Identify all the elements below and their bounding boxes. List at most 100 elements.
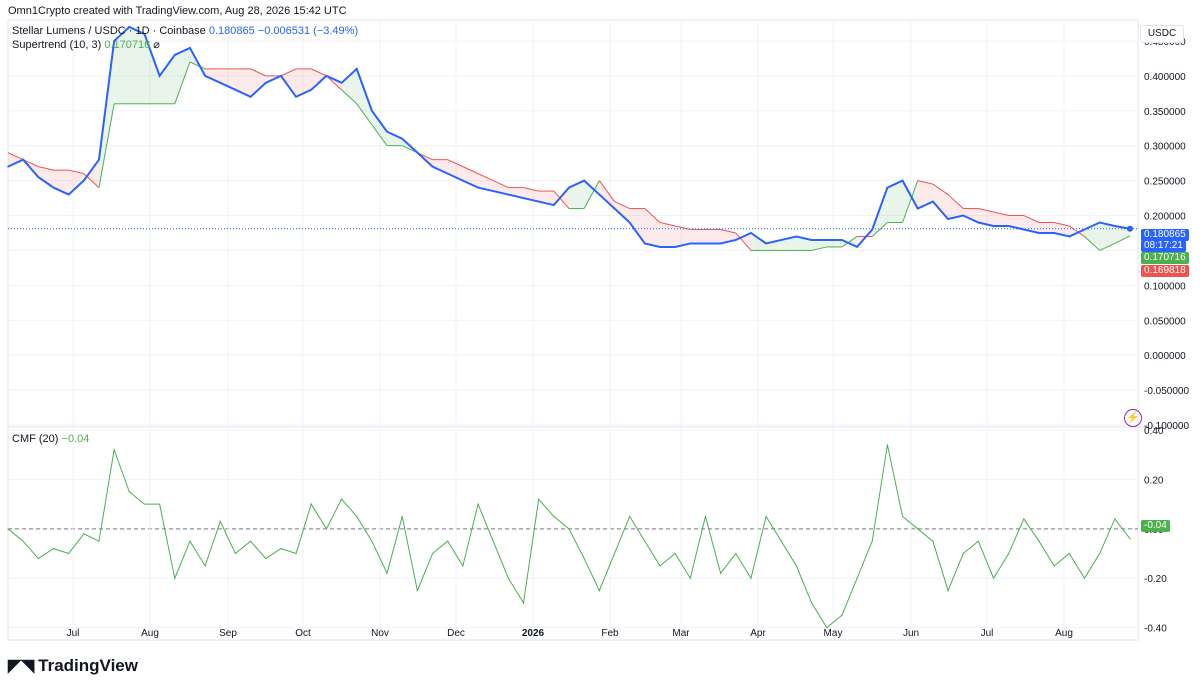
price-point <box>765 242 767 245</box>
price-point <box>780 239 783 241</box>
hidden-eye-icon[interactable]: ⌀ <box>153 39 160 51</box>
cmf-point <box>22 540 24 542</box>
cmf-point <box>431 552 434 555</box>
cmf-point <box>507 577 509 579</box>
supertrend-band <box>917 180 933 209</box>
price-point <box>719 242 722 245</box>
cmf-point <box>1099 552 1101 555</box>
price-point <box>734 239 737 241</box>
supertrend-band <box>1039 222 1055 233</box>
cmf-point <box>1008 552 1010 555</box>
supertrend-segment <box>98 103 115 188</box>
supertrend-segment <box>38 166 54 171</box>
supertrend-down-tag: 0.169818 <box>1141 265 1189 277</box>
cmf-point <box>795 565 798 567</box>
price-point <box>173 54 176 56</box>
supertrend-segment <box>614 201 630 209</box>
supertrend-band <box>614 201 630 223</box>
price-point <box>386 130 388 133</box>
price-point <box>856 246 858 248</box>
cmf-tag: -0.04 <box>1141 520 1170 532</box>
supertrend-band <box>83 159 99 188</box>
price-point <box>492 190 494 192</box>
cmf-point <box>52 547 55 550</box>
supertrend-segment <box>659 222 676 227</box>
price-point <box>962 214 965 217</box>
supertrend-segment <box>1099 242 1116 251</box>
price-point <box>1083 228 1086 231</box>
supertrend-band <box>159 54 175 104</box>
cmf-point <box>613 552 616 555</box>
price-point <box>310 89 313 91</box>
supertrend-legend[interactable]: Supertrend (10, 3) 0.170716 ⌀ <box>12 38 160 51</box>
price-point <box>522 197 525 199</box>
price-point <box>810 239 813 241</box>
supertrend-segment <box>917 180 934 185</box>
cmf-point <box>598 589 600 592</box>
price-point <box>431 165 434 168</box>
supertrend-segment <box>1069 225 1085 237</box>
price-point <box>583 179 585 182</box>
price-tick-label: 0.300000 <box>1144 142 1186 153</box>
supertrend-segment <box>326 75 342 91</box>
supertrend-segment <box>1084 236 1101 251</box>
supertrend-band <box>129 26 145 104</box>
price-point <box>83 179 85 182</box>
cmf-label: CMF (20) <box>12 433 59 445</box>
price-point <box>947 218 949 220</box>
time-tick-label: 2026 <box>522 628 545 639</box>
price-point <box>977 221 980 224</box>
supertrend-band <box>993 212 1009 226</box>
cmf-point <box>265 557 267 560</box>
supertrend-band <box>189 47 206 76</box>
price-point <box>37 176 40 178</box>
cmf-series <box>7 444 1131 629</box>
supertrend-label: Supertrend (10, 3) <box>12 39 102 51</box>
price-point <box>1038 232 1040 234</box>
cmf-point <box>204 565 206 567</box>
cmf-point <box>356 515 358 518</box>
tradingview-logo[interactable]: ◤◥ TradingView <box>8 656 138 676</box>
supertrend-band <box>644 208 660 247</box>
price-point <box>507 193 510 196</box>
supertrend-band <box>8 152 24 167</box>
price-tick-label: 0.000000 <box>1144 351 1186 362</box>
price-tick-label: 0.200000 <box>1144 212 1186 223</box>
cmf-point <box>371 540 373 542</box>
cmf-point <box>765 515 767 518</box>
price-point <box>249 96 252 98</box>
supertrend-band <box>387 131 403 146</box>
price-point <box>295 96 297 98</box>
cmf-point <box>249 540 252 542</box>
supertrend-band <box>599 180 615 209</box>
cmf-point <box>826 627 828 629</box>
currency-selector[interactable]: USDC <box>1140 25 1184 43</box>
supertrend-band <box>144 33 160 104</box>
cmf-legend[interactable]: CMF (20) −0.04 <box>12 433 89 445</box>
price-point <box>613 207 616 210</box>
supertrend-up-tag: 0.170716 <box>1141 252 1189 264</box>
time-tick-label: Mar <box>672 628 690 639</box>
price-tick-label: -0.050000 <box>1144 386 1189 397</box>
supertrend-band <box>68 170 84 195</box>
symbol-legend[interactable]: Stellar Lumens / USDC · 1D · Coinbase 0.… <box>12 25 358 37</box>
cmf-point <box>174 577 176 579</box>
price-point <box>264 82 267 84</box>
price-tag: 0.180865 <box>1141 229 1189 241</box>
cmf-point <box>219 520 221 523</box>
cmf-point <box>462 565 464 567</box>
lightning-icon[interactable]: ⚡ <box>1124 409 1142 427</box>
cmf-point <box>7 528 9 530</box>
cmf-point <box>492 540 494 542</box>
supertrend-band <box>659 222 676 247</box>
price-point <box>52 186 55 189</box>
supertrend-segment <box>583 180 600 209</box>
time-tick-label: Nov <box>371 628 389 639</box>
supertrend-segment <box>280 68 297 77</box>
supertrend-segment <box>1114 235 1131 244</box>
cmf-point <box>841 614 843 616</box>
supertrend-band <box>432 159 448 174</box>
supertrend-segment <box>1054 222 1070 227</box>
cmf-point <box>629 515 631 518</box>
